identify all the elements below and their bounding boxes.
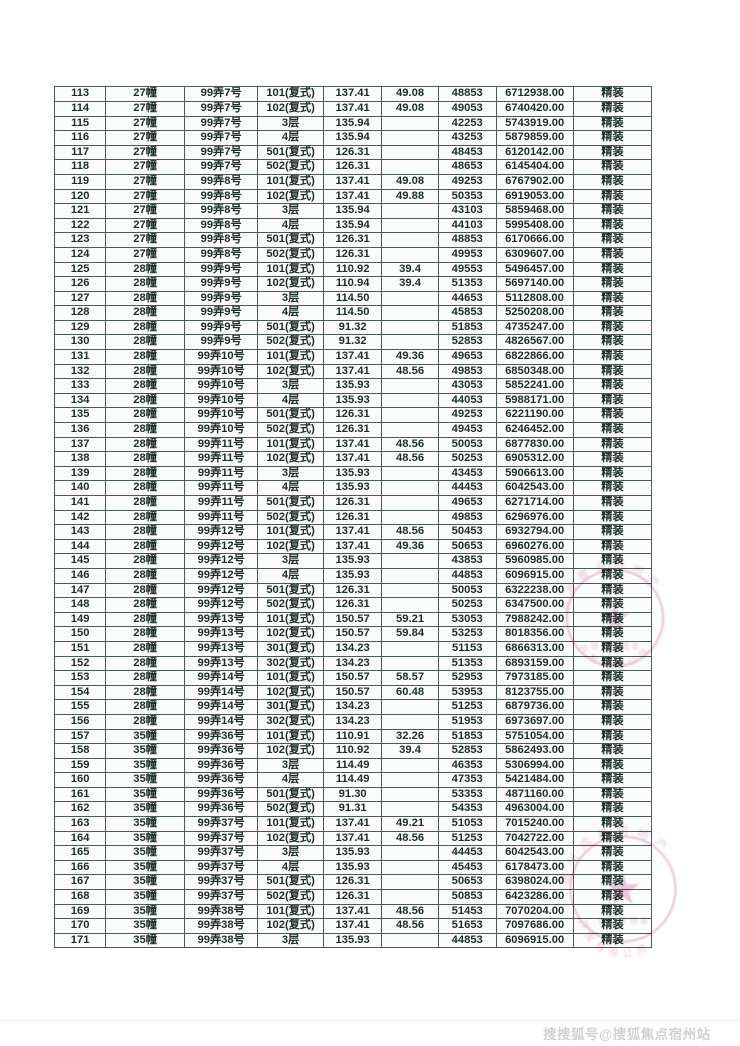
svg-text:销 售 专 用 章: 销 售 专 用 章 bbox=[591, 641, 640, 651]
svg-text:上 海 置 业 房 地 产: 上 海 置 业 房 地 产 bbox=[556, 558, 664, 614]
svg-text:合 同 专 用 章: 合 同 专 用 章 bbox=[598, 916, 649, 926]
svg-text:宿 州 鸿 基 房 地 产: 宿 州 鸿 基 房 地 产 bbox=[557, 823, 672, 887]
